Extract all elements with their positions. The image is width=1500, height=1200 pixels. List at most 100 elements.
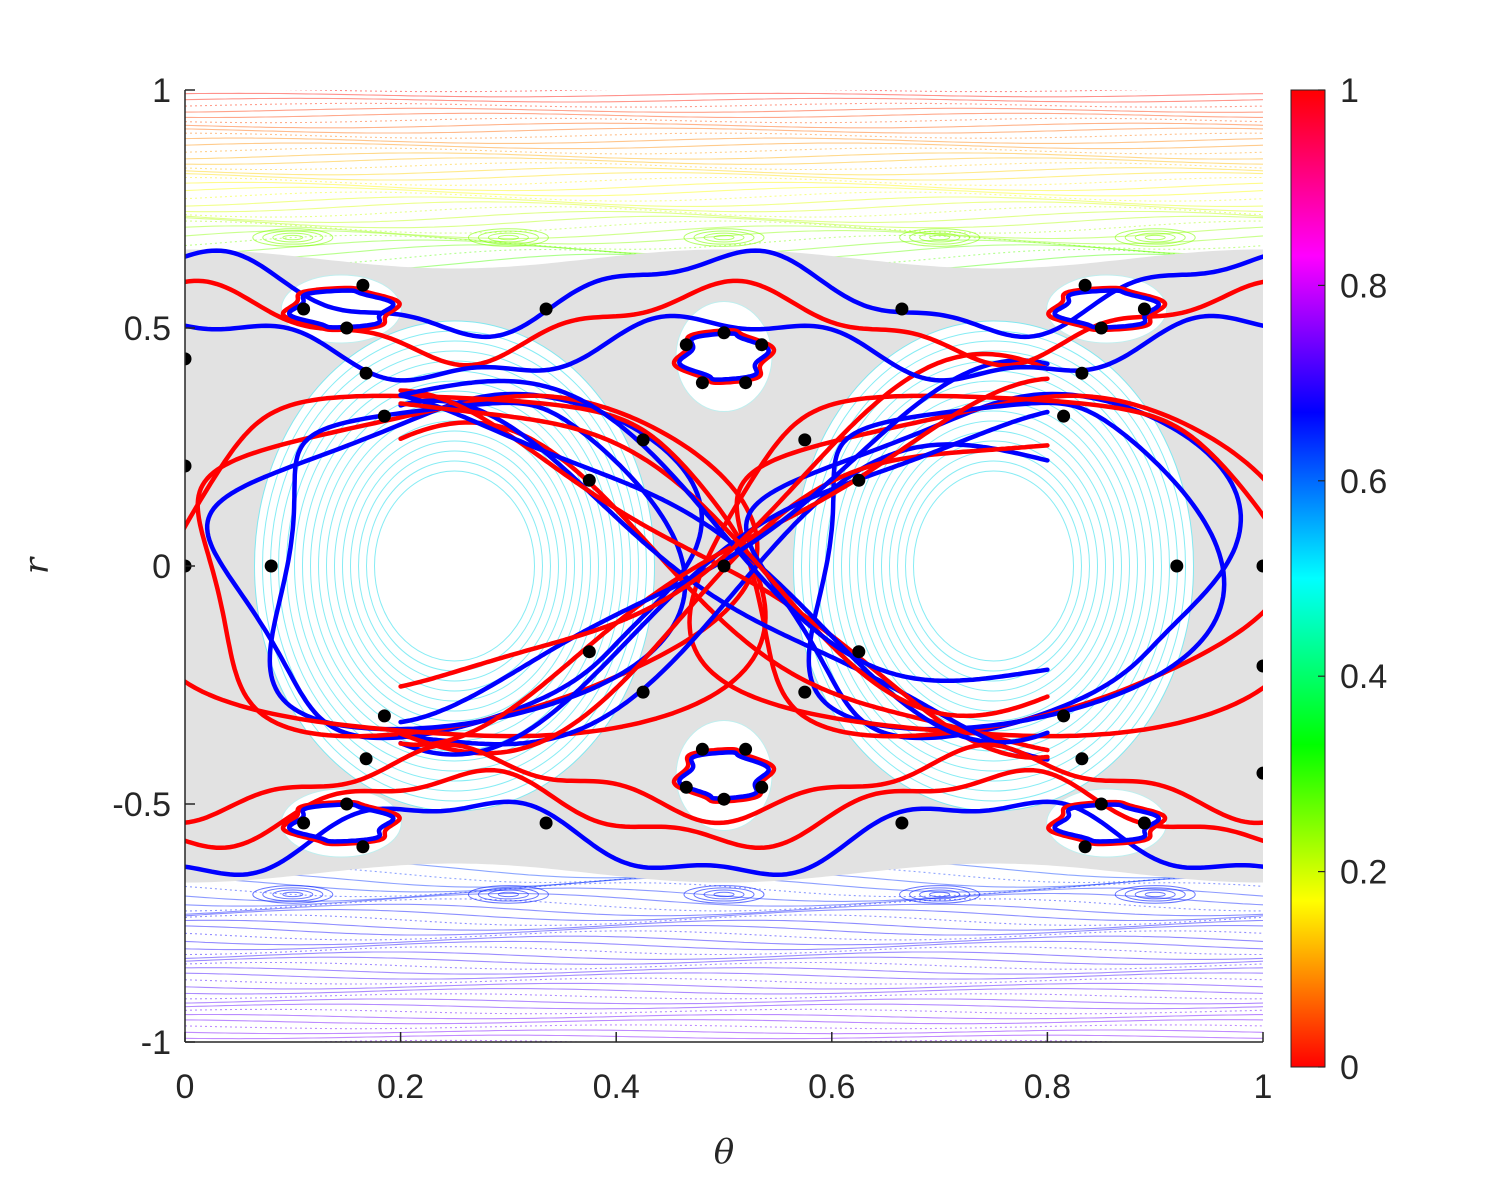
y-tick-label: 0.5 xyxy=(124,310,171,348)
x-tick-label: 1 xyxy=(1254,1068,1273,1106)
periodic-point xyxy=(739,742,753,756)
unstable-manifold-curve xyxy=(671,328,777,385)
y-tick-label: 1 xyxy=(152,72,171,110)
periodic-point xyxy=(895,302,909,316)
periodic-point xyxy=(185,459,192,473)
colorbar-tick-label: 0.4 xyxy=(1340,658,1387,696)
periodic-point xyxy=(717,559,731,573)
y-ticks: -1 -0.5 0 0.5 1 xyxy=(112,72,195,1062)
orbit-curve xyxy=(185,925,1263,936)
orbit-curve xyxy=(185,956,1263,965)
orbit-island xyxy=(467,228,549,247)
orbit-island xyxy=(1134,889,1176,900)
orbit-island xyxy=(467,885,549,904)
orbit-curve xyxy=(185,935,1263,946)
unstable-manifold-curve xyxy=(185,742,1263,826)
orbit-curve xyxy=(185,152,1263,160)
colorbar-tick-label: 0.6 xyxy=(1340,463,1387,501)
orbit-island xyxy=(693,230,755,245)
periodic-point xyxy=(1075,752,1089,766)
periodic-point xyxy=(895,816,909,830)
vortex-orbit xyxy=(342,430,567,702)
orbit-curve xyxy=(185,225,1263,240)
periodic-point xyxy=(739,376,753,390)
orbit-curve xyxy=(185,234,1263,250)
periodic-point xyxy=(539,302,553,316)
orbit-curve xyxy=(185,210,1263,223)
stable-manifold-curve xyxy=(677,750,771,801)
orbit-curve xyxy=(185,122,1263,129)
orbit-curve xyxy=(185,112,1263,119)
periodic-point xyxy=(1256,659,1263,673)
periodic-point xyxy=(1075,366,1089,380)
orbit-curve xyxy=(185,137,1263,144)
orbit-curve xyxy=(185,92,1263,98)
periodic-point xyxy=(1256,559,1263,573)
periodic-point xyxy=(852,473,866,487)
periodic-point xyxy=(852,645,866,659)
vortex-orbit xyxy=(905,460,1082,672)
orbit-island xyxy=(282,234,304,241)
orbit-island xyxy=(1134,232,1176,243)
periodic-point xyxy=(717,326,731,340)
periodic-point xyxy=(359,366,373,380)
orbit-island xyxy=(899,885,981,904)
orbit-curve xyxy=(185,102,1263,108)
periodic-point xyxy=(1137,816,1151,830)
stable-manifold-curve xyxy=(286,802,396,844)
orbit-island xyxy=(713,234,735,241)
orbit-curve xyxy=(185,107,1263,113)
vortex-orbit xyxy=(865,410,1122,722)
orbit-island xyxy=(1114,885,1196,904)
orbit-island xyxy=(919,232,961,243)
orbit-curve xyxy=(185,1013,1263,1020)
orbit-island xyxy=(477,887,539,902)
periodic-point xyxy=(356,840,370,854)
orbit-curve xyxy=(185,1019,1263,1025)
orbit-island xyxy=(703,889,745,900)
orbit-curve xyxy=(185,201,1263,213)
orbit-curve xyxy=(185,909,1263,922)
periodic-point xyxy=(297,816,311,830)
periodic-point xyxy=(636,685,650,699)
orbit-island xyxy=(683,228,765,247)
orbit-island xyxy=(487,232,529,243)
unstable-manifold-curve xyxy=(280,799,402,847)
orbit-curve xyxy=(185,176,1263,186)
orbit-island xyxy=(262,887,324,902)
orbit-island xyxy=(477,230,539,245)
periodic-point xyxy=(1078,840,1092,854)
vortex-orbit xyxy=(350,440,559,692)
orbit-curve xyxy=(185,972,1263,980)
stable-manifold-curve xyxy=(185,799,1263,878)
periodic-point xyxy=(1094,321,1108,335)
orbit-curve xyxy=(185,191,1263,202)
periodic-point xyxy=(297,302,311,316)
orbit-island xyxy=(909,887,971,902)
orbit-curve xyxy=(185,215,1263,229)
x-tick-label: 0.8 xyxy=(1024,1068,1071,1106)
orbit-curve xyxy=(185,982,1263,990)
orbit-curve xyxy=(185,1024,1263,1030)
periodic-point xyxy=(377,409,391,423)
periodic-point xyxy=(356,278,370,292)
orbit-island xyxy=(683,885,765,904)
orbit-curve xyxy=(185,946,1263,956)
orbit-curve xyxy=(185,1034,1263,1040)
orbit-island xyxy=(252,228,334,247)
orbit-curve xyxy=(185,172,1263,181)
periodic-point xyxy=(1094,797,1108,811)
stable-manifold-curve xyxy=(1052,288,1162,330)
orbit-island xyxy=(282,891,304,898)
unstable-manifold-curve xyxy=(398,401,1050,719)
orbit-island xyxy=(713,891,735,898)
orbit-curve xyxy=(185,230,1263,245)
orbit-curve xyxy=(185,132,1263,139)
x-ticks: 0 0.2 0.4 0.6 0.8 1 xyxy=(176,1032,1273,1106)
orbit-curve xyxy=(185,993,1263,1000)
orbit-island xyxy=(929,891,951,898)
x-tick-label: 0 xyxy=(176,1068,195,1106)
periodic-point xyxy=(359,752,373,766)
orbit-curve xyxy=(185,892,1263,907)
colorbar: 0 0.2 0.4 0.6 0.8 1 xyxy=(1290,72,1387,1087)
